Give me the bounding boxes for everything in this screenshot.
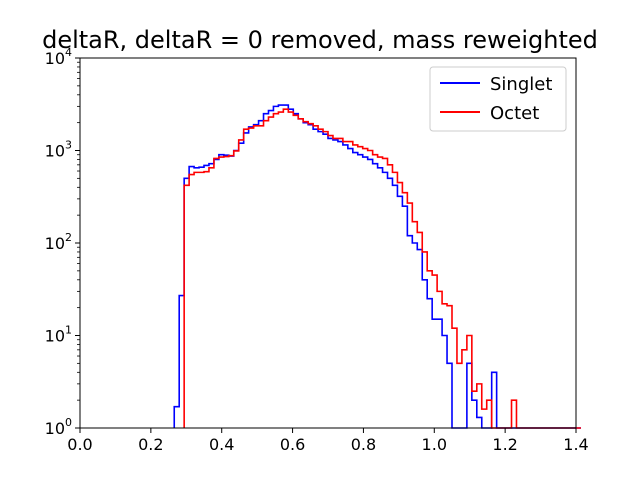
x-tick-label: 1.4 <box>563 435 588 454</box>
series-layer <box>173 104 581 429</box>
x-tick-label: 1.2 <box>492 435 517 454</box>
x-tick-label: 0.0 <box>67 435 92 454</box>
x-tick-label: 0.4 <box>209 435 234 454</box>
y-tick-label: 102 <box>45 231 72 253</box>
chart-title: deltaR, deltaR = 0 removed, mass reweigh… <box>42 26 598 54</box>
legend-label-singlet: Singlet <box>490 74 552 95</box>
x-tick-label: 1.0 <box>422 435 447 454</box>
legend-label-octet: Octet <box>490 103 539 124</box>
x-axis: 0.0 0.2 0.4 0.6 0.8 1.0 1.2 1.4 <box>67 428 589 454</box>
y-axis: 100 101 102 103 104 <box>45 46 80 438</box>
x-tick-label: 0.2 <box>138 435 163 454</box>
x-tick-label: 0.8 <box>351 435 376 454</box>
y-tick-label: 103 <box>45 139 72 161</box>
y-tick-label: 101 <box>45 324 72 346</box>
y-tick-label: 100 <box>45 416 72 438</box>
y-tick-label: 104 <box>45 46 72 68</box>
series-octet-histogram <box>183 108 581 429</box>
legend: Singlet Octet <box>429 66 567 132</box>
x-tick-label: 0.6 <box>280 435 305 454</box>
